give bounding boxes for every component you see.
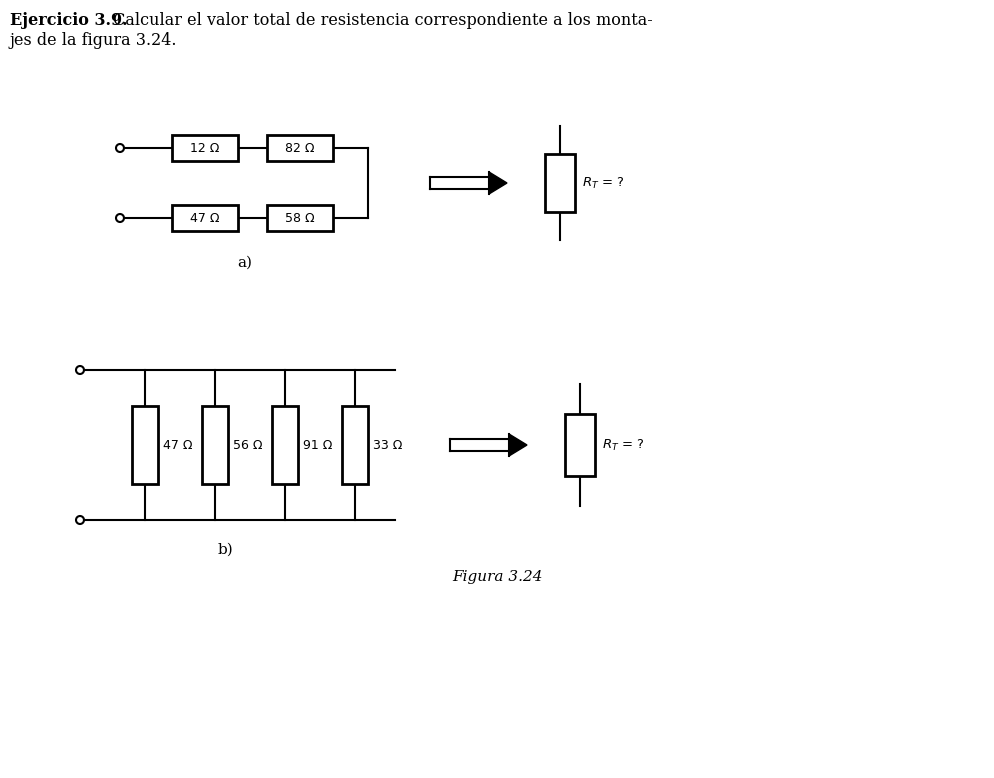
Text: 47 Ω: 47 Ω (163, 439, 193, 451)
Bar (267, 135, 333, 161)
Text: 58 Ω: 58 Ω (285, 212, 315, 225)
Text: b): b) (217, 543, 233, 557)
Polygon shape (509, 434, 527, 456)
Bar (172, 205, 238, 231)
Text: 82 Ω: 82 Ω (285, 142, 315, 155)
Text: 91 Ω: 91 Ω (303, 439, 332, 451)
Bar (132, 406, 158, 484)
Bar (267, 205, 333, 231)
Text: 47 Ω: 47 Ω (190, 212, 220, 225)
Text: 12 Ω: 12 Ω (190, 142, 220, 155)
Bar (545, 154, 575, 212)
Bar (172, 135, 238, 161)
Text: 33 Ω: 33 Ω (373, 439, 403, 451)
Text: a): a) (238, 256, 252, 270)
Text: $\mathit{R}_{\mathit{T}}$ = ?: $\mathit{R}_{\mathit{T}}$ = ? (582, 176, 625, 191)
Text: Figura 3.24: Figura 3.24 (451, 570, 543, 584)
Text: Ejercicio 3.9.: Ejercicio 3.9. (10, 12, 127, 29)
Text: Calcular el valor total de resistencia correspondiente a los monta-: Calcular el valor total de resistencia c… (108, 12, 653, 29)
Bar (272, 406, 298, 484)
Text: $\mathit{R}_{\mathit{T}}$ = ?: $\mathit{R}_{\mathit{T}}$ = ? (602, 437, 645, 453)
Polygon shape (489, 172, 507, 194)
Bar (565, 414, 595, 476)
Text: jes de la figura 3.24.: jes de la figura 3.24. (10, 32, 178, 49)
Bar (202, 406, 228, 484)
Bar (342, 406, 368, 484)
Text: 56 Ω: 56 Ω (233, 439, 262, 451)
